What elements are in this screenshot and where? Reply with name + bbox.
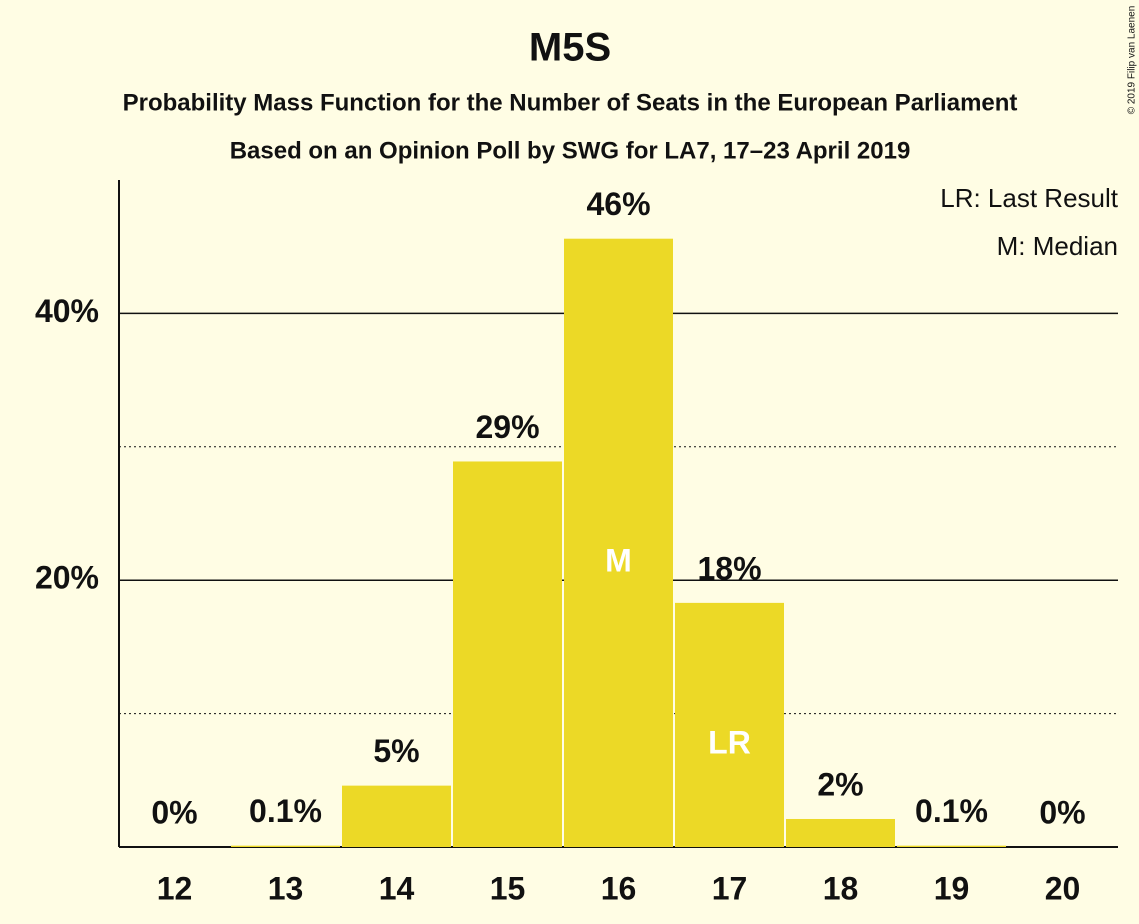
- legend-note: M: Median: [997, 231, 1118, 261]
- y-tick-label: 40%: [35, 293, 99, 329]
- x-tick-label: 15: [490, 870, 526, 906]
- bar: [897, 845, 1006, 847]
- chart-subtitle: Probability Mass Function for the Number…: [123, 89, 1018, 116]
- value-label: 0%: [151, 794, 197, 830]
- chart-subtitle: Based on an Opinion Poll by SWG for LA7,…: [230, 137, 911, 164]
- bar: [564, 238, 673, 848]
- y-tick-label: 20%: [35, 560, 99, 596]
- chart-title: M5S: [529, 26, 611, 70]
- x-tick-label: 18: [823, 870, 859, 906]
- x-tick-label: 14: [379, 870, 415, 906]
- x-tick-label: 12: [157, 870, 193, 906]
- value-label: 29%: [475, 409, 539, 445]
- x-tick-label: 20: [1045, 870, 1081, 906]
- x-tick-label: 13: [268, 870, 304, 906]
- x-tick-label: 16: [601, 870, 637, 906]
- value-label: 18%: [697, 550, 761, 586]
- bar-annotation: M: [605, 542, 632, 578]
- value-label: 0.1%: [249, 793, 322, 829]
- x-tick-label: 19: [934, 870, 970, 906]
- bar: [675, 602, 784, 847]
- value-label: 0.1%: [915, 793, 988, 829]
- value-label: 5%: [373, 733, 419, 769]
- bar: [342, 785, 451, 847]
- copyright: © 2019 Filip van Laenen: [1127, 6, 1138, 115]
- bar: [786, 818, 895, 847]
- value-label: 46%: [586, 186, 650, 222]
- bar-annotation: LR: [708, 724, 751, 760]
- legend-note: LR: Last Result: [940, 183, 1119, 213]
- x-tick-label: 17: [712, 870, 748, 906]
- bar: [453, 461, 562, 847]
- bar: [231, 845, 340, 847]
- value-label: 0%: [1039, 794, 1085, 830]
- value-label: 2%: [817, 766, 863, 802]
